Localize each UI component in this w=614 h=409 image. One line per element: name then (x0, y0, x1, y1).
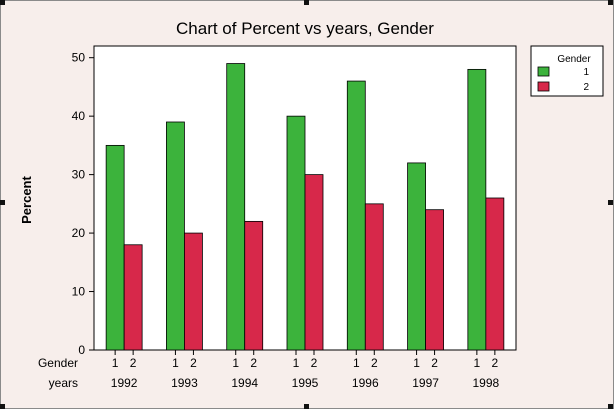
x-year-label-1992: 1992 (111, 376, 138, 390)
legend-title: Gender (557, 54, 591, 65)
y-tick-label-50: 50 (72, 51, 86, 65)
resize-handle-top-center[interactable] (304, 0, 309, 5)
resize-handle-bottom-right[interactable] (608, 404, 613, 409)
x-gender-label-1994-2: 2 (250, 356, 257, 370)
bar-1996-gender-1 (346, 80, 366, 351)
bar-1995-gender-1 (286, 115, 306, 351)
x-year-label-1998: 1998 (473, 376, 500, 390)
x-gender-label-1995-1: 1 (293, 356, 300, 370)
bar-1992-gender-2 (123, 244, 143, 351)
x-year-label-1997: 1997 (412, 376, 439, 390)
legend-swatch-2 (537, 81, 550, 92)
x-gender-label-1996-1: 1 (353, 356, 360, 370)
x-gender-label-1994-1: 1 (232, 356, 239, 370)
x-gender-label-1993-2: 2 (190, 356, 197, 370)
bar-1994-gender-2 (244, 220, 264, 351)
x-gender-label-1992-2: 2 (130, 356, 137, 370)
legend-swatch-1 (537, 66, 550, 77)
bar-1992-gender-1 (105, 144, 125, 351)
bar-1997-gender-2 (425, 209, 444, 351)
bar-1993-gender-1 (166, 121, 185, 351)
x-gender-label-1992-1: 1 (112, 356, 119, 370)
resize-handle-bottom-left[interactable] (0, 404, 5, 409)
resize-handle-middle-right[interactable] (608, 200, 613, 205)
resize-handle-top-right[interactable] (608, 0, 613, 5)
resize-handle-middle-left[interactable] (0, 200, 5, 205)
chart-title: Chart of Percent vs years, Gender (176, 19, 434, 38)
x-gender-label-1997-1: 1 (413, 356, 420, 370)
resize-handle-bottom-center[interactable] (304, 404, 309, 409)
x-gender-label-1996-2: 2 (371, 356, 378, 370)
bar-1998-gender-2 (485, 197, 505, 351)
y-tick-label-0: 0 (78, 343, 85, 357)
y-tick-label-40: 40 (72, 109, 86, 123)
bars-group (105, 63, 505, 351)
legend-label-2: 2 (583, 82, 589, 93)
x-row-label-gender: Gender (38, 356, 78, 370)
x-year-label-1994: 1994 (231, 376, 258, 390)
x-gender-label-1997-2: 2 (431, 356, 438, 370)
x-gender-label-1995-2: 2 (311, 356, 318, 370)
bar-1995-gender-2 (304, 174, 324, 351)
bar-1998-gender-1 (467, 68, 487, 351)
x-year-label-1996: 1996 (352, 376, 379, 390)
x-gender-label-1998-1: 1 (474, 356, 481, 370)
y-tick-label-30: 30 (72, 168, 86, 182)
y-axis: 0 10 20 30 40 50 (72, 51, 94, 357)
bar-1993-gender-2 (184, 232, 203, 351)
resize-handle-top-left[interactable] (0, 0, 5, 5)
y-axis-label: Percent (19, 175, 34, 223)
x-year-label-1995: 1995 (292, 376, 319, 390)
x-gender-label-1998-2: 2 (492, 356, 499, 370)
x-gender-label-1993-1: 1 (172, 356, 179, 370)
legend: Gender 1 2 (530, 45, 604, 97)
bar-1996-gender-2 (364, 203, 384, 351)
bar-1997-gender-1 (407, 162, 426, 351)
x-row-label-years: years (49, 376, 78, 390)
y-tick-label-20: 20 (72, 226, 86, 240)
bar-1994-gender-1 (226, 63, 246, 351)
x-year-label-1993: 1993 (171, 376, 198, 390)
legend-label-1: 1 (583, 67, 589, 78)
y-tick-label-10: 10 (72, 285, 86, 299)
